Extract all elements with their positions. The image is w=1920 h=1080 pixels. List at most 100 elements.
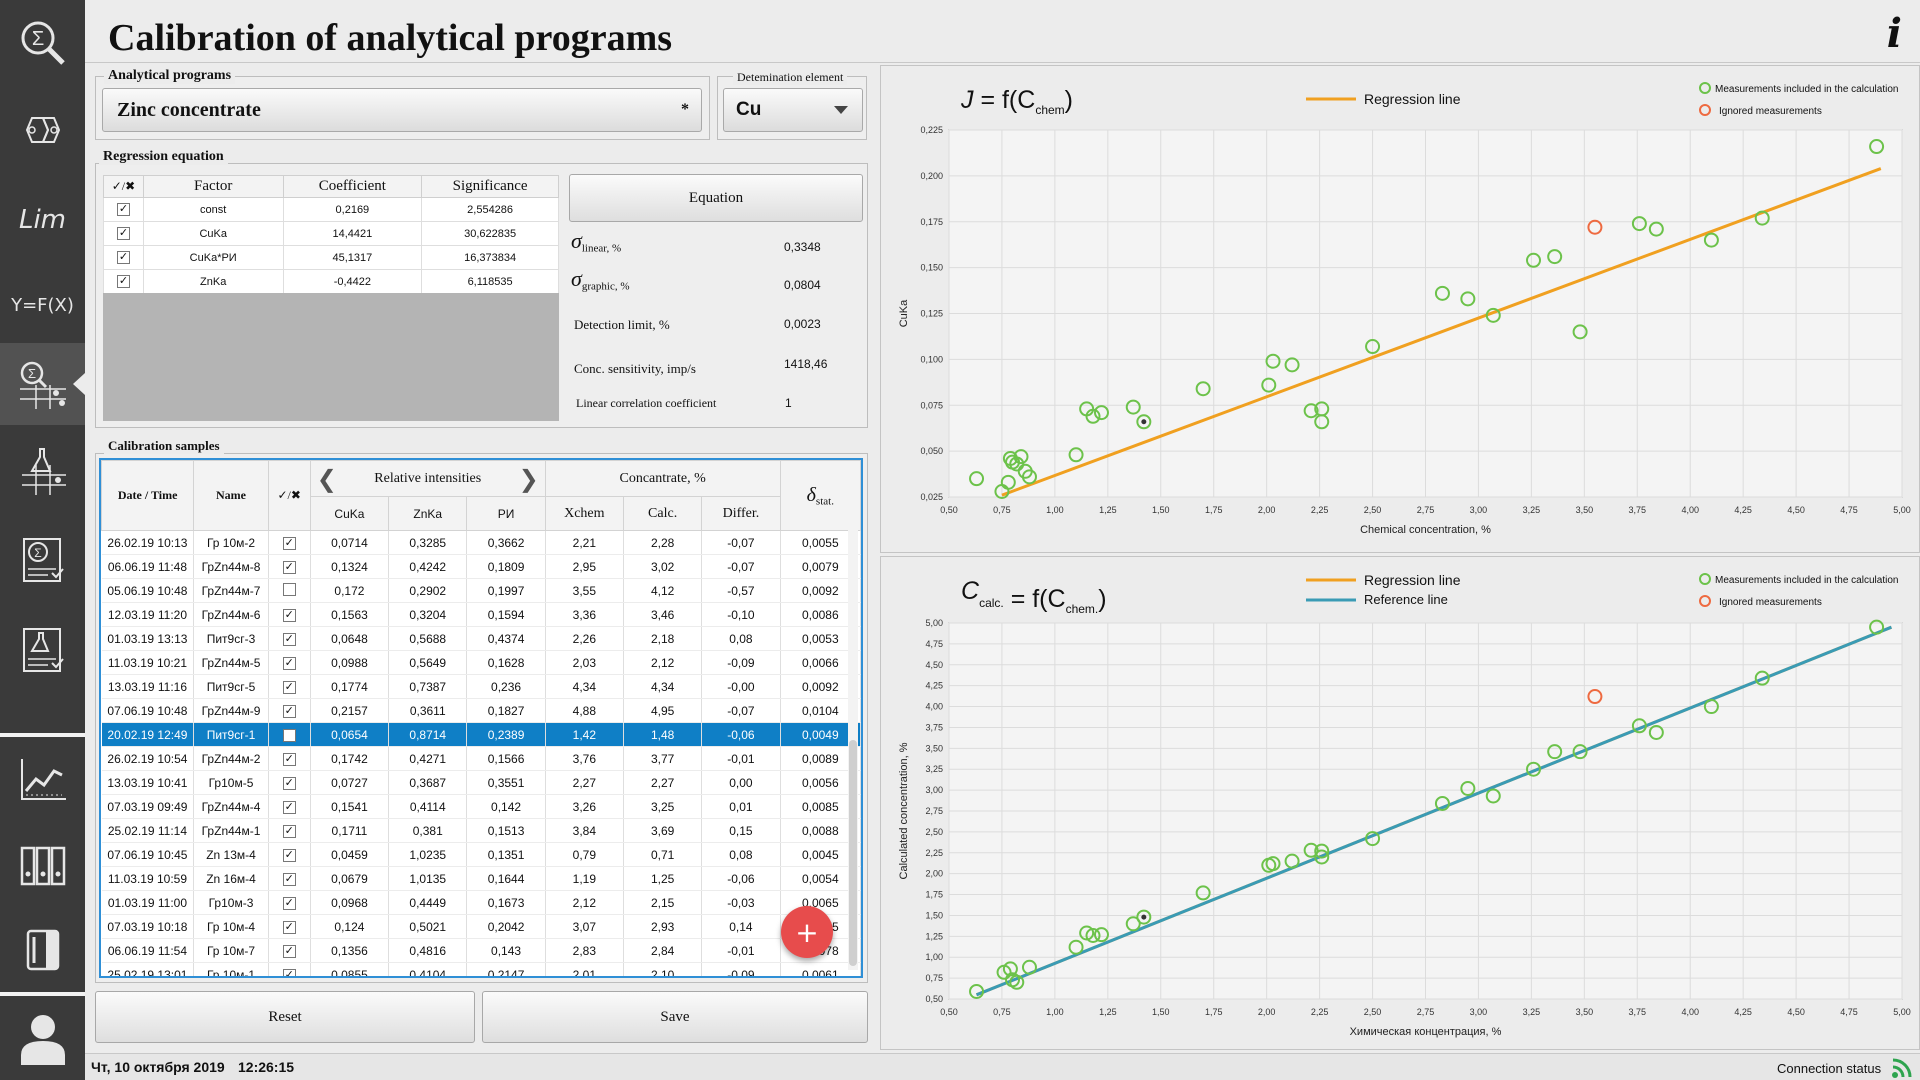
reset-button[interactable]: Reset bbox=[95, 991, 475, 1043]
col-calc[interactable]: Calc. bbox=[622, 496, 703, 531]
col-cuka[interactable]: CuKa bbox=[309, 496, 390, 531]
reg-row-check[interactable]: ✓ bbox=[103, 269, 144, 294]
sample-row[interactable]: 06.06.19 11:48 ГрZn44м-8 ✓ 0,1324 0,4242… bbox=[101, 554, 861, 579]
checkbox[interactable] bbox=[282, 582, 296, 596]
sample-check[interactable]: ✓ bbox=[268, 938, 311, 963]
checkbox[interactable]: ✓ bbox=[282, 705, 296, 718]
sidebar-item-flask-report[interactable] bbox=[0, 605, 85, 695]
sample-check[interactable]: ✓ bbox=[268, 650, 311, 675]
sample-check[interactable]: ✓ bbox=[268, 842, 311, 867]
sample-row[interactable]: 12.03.19 11:20 ГрZn44м-6 ✓ 0,1563 0,3204… bbox=[101, 602, 861, 627]
sample-check[interactable]: ✓ bbox=[268, 722, 311, 747]
reg-col-significance[interactable]: Significance bbox=[421, 175, 559, 198]
sample-check[interactable]: ✓ bbox=[268, 530, 311, 555]
sample-row[interactable]: 25.02.19 11:14 ГрZn44м-1 ✓ 0,1711 0,381 … bbox=[101, 818, 861, 843]
sample-check[interactable]: ✓ bbox=[268, 914, 311, 939]
element-select[interactable]: Cu bbox=[723, 88, 863, 132]
sample-check[interactable]: ✓ bbox=[268, 554, 311, 579]
reg-col-factor[interactable]: Factor bbox=[142, 175, 284, 198]
col-name[interactable]: Name bbox=[193, 460, 269, 531]
sidebar-item-function[interactable]: Y=F(X) bbox=[0, 265, 85, 345]
sidebar-item-sigma-search[interactable]: Σ bbox=[0, 0, 85, 85]
sample-check[interactable]: ✓ bbox=[268, 626, 311, 651]
checkbox[interactable]: ✓ bbox=[282, 537, 296, 550]
checkbox[interactable]: ✓ bbox=[282, 897, 296, 910]
col-delta[interactable]: δstat. bbox=[779, 460, 861, 531]
sidebar-item-user[interactable] bbox=[0, 996, 85, 1080]
checkbox[interactable]: ✓ bbox=[282, 849, 296, 862]
checkbox[interactable]: ✓ bbox=[282, 873, 296, 886]
sample-check[interactable]: ✓ bbox=[268, 962, 311, 976]
prev-arrow-icon[interactable]: ❮ bbox=[316, 465, 337, 493]
samples-scrollbar-thumb[interactable] bbox=[849, 740, 857, 966]
reg-col-check[interactable]: ✓/✖ bbox=[103, 175, 144, 198]
col-znka[interactable]: ZnKa bbox=[388, 496, 468, 531]
sidebar-item-calibration[interactable]: Σ bbox=[0, 343, 85, 425]
col-ri[interactable]: РИ bbox=[466, 496, 546, 531]
checkbox[interactable]: ✓ bbox=[282, 921, 296, 934]
sample-check[interactable]: ✓ bbox=[268, 866, 311, 891]
sidebar-item-lim[interactable]: Lim bbox=[0, 175, 85, 265]
sidebar-item-binders[interactable] bbox=[0, 822, 85, 907]
checkbox[interactable]: ✓ bbox=[116, 251, 130, 264]
checkbox[interactable]: ✓ bbox=[282, 609, 296, 622]
sample-row[interactable]: 06.06.19 11:54 Гр 10м-7 ✓ 0,1356 0,4816 … bbox=[101, 938, 861, 963]
sample-check[interactable]: ✓ bbox=[268, 890, 311, 915]
add-sample-button[interactable]: + bbox=[781, 906, 833, 958]
sample-row[interactable]: 05.06.19 10:48 ГрZn44м-7 0,172 0,2902 0,… bbox=[101, 578, 861, 603]
sidebar-item-trend-chart[interactable] bbox=[0, 737, 85, 822]
sample-check[interactable]: ✓ bbox=[268, 674, 311, 699]
sample-row[interactable]: 11.03.19 10:59 Zn 16м-4 ✓ 0,0679 1,0135 … bbox=[101, 866, 861, 891]
sample-check[interactable] bbox=[268, 578, 311, 603]
sample-row[interactable]: 07.06.19 10:48 ГрZn44м-9 ✓ 0,2157 0,3611… bbox=[101, 698, 861, 723]
checkbox[interactable]: ✓ bbox=[282, 753, 296, 766]
sample-check[interactable]: ✓ bbox=[268, 698, 311, 723]
connection-signal-icon[interactable] bbox=[1891, 1055, 1915, 1079]
sample-row[interactable]: 26.02.19 10:54 ГрZn44м-2 ✓ 0,1742 0,4271… bbox=[101, 746, 861, 771]
checkbox[interactable]: ✓ bbox=[282, 561, 296, 574]
checkbox[interactable]: ✓ bbox=[116, 227, 130, 240]
sidebar-item-flask-chart[interactable] bbox=[0, 425, 85, 515]
sample-row[interactable]: 13.03.19 10:41 Гр10м-5 ✓ 0,0727 0,3687 0… bbox=[101, 770, 861, 795]
sample-row[interactable]: 07.06.19 10:45 Zn 13м-4 ✓ 0,0459 1,0235 … bbox=[101, 842, 861, 867]
sidebar-item-standards[interactable] bbox=[0, 907, 85, 992]
regression-row[interactable]: ✓ CuKa 14,4421 30,622835 bbox=[103, 221, 559, 246]
sample-check[interactable]: ✓ bbox=[268, 818, 311, 843]
checkbox[interactable]: ✓ bbox=[116, 275, 130, 288]
col-datetime[interactable]: Date / Time bbox=[101, 460, 195, 531]
sample-row[interactable]: 07.03.19 09:49 ГрZn44м-4 ✓ 0,1541 0,4114… bbox=[101, 794, 861, 819]
checkbox[interactable]: ✓ bbox=[282, 969, 296, 976]
checkbox[interactable]: ✓ bbox=[282, 825, 296, 838]
col-check[interactable]: ✓/✖ bbox=[267, 460, 311, 531]
col-xchem[interactable]: Xchem bbox=[544, 496, 624, 531]
sidebar-item-molecule[interactable] bbox=[0, 85, 85, 175]
regression-row[interactable]: ✓ const 0,2169 2,554286 bbox=[103, 197, 559, 222]
checkbox[interactable]: ✓ bbox=[282, 681, 296, 694]
checkbox[interactable]: ✓ bbox=[282, 945, 296, 958]
next-arrow-icon[interactable]: ❯ bbox=[518, 465, 539, 493]
program-select[interactable]: Zinc concentrate * bbox=[102, 88, 702, 132]
checkbox[interactable]: ✓ bbox=[116, 203, 130, 216]
reg-row-check[interactable]: ✓ bbox=[103, 221, 144, 246]
checkbox[interactable]: ✓ bbox=[282, 657, 296, 670]
regression-row[interactable]: ✓ CuKa*РИ 45,1317 16,373834 bbox=[103, 245, 559, 270]
reg-col-coefficient[interactable]: Coefficient bbox=[282, 175, 423, 198]
info-icon[interactable]: i bbox=[1886, 10, 1902, 57]
sample-row[interactable]: 01.03.19 13:13 Пит9сг-3 ✓ 0,0648 0,5688 … bbox=[101, 626, 861, 651]
sample-check[interactable]: ✓ bbox=[268, 794, 311, 819]
sample-row[interactable]: 25.02.19 13:01 Гр 10м-1 ✓ 0,0855 0,4104 … bbox=[101, 962, 861, 976]
col-differ[interactable]: Differ. bbox=[701, 496, 781, 531]
sample-row[interactable]: 26.02.19 10:13 Гр 10м-2 ✓ 0,0714 0,3285 … bbox=[101, 530, 861, 555]
checkbox[interactable]: ✓ bbox=[282, 777, 296, 790]
sample-check[interactable]: ✓ bbox=[268, 746, 311, 771]
checkbox[interactable]: ✓ bbox=[282, 633, 296, 646]
sample-row[interactable]: 11.03.19 10:21 ГрZn44м-5 ✓ 0,0988 0,5649… bbox=[101, 650, 861, 675]
sample-row[interactable]: 01.03.19 11:00 Гр10м-3 ✓ 0,0968 0,4449 0… bbox=[101, 890, 861, 915]
equation-button[interactable]: Equation bbox=[569, 174, 863, 222]
sample-row[interactable]: 13.03.19 11:16 Пит9сг-5 ✓ 0,1774 0,7387 … bbox=[101, 674, 861, 699]
sidebar-item-sigma-report[interactable]: Σ bbox=[0, 515, 85, 605]
sample-row[interactable]: 07.03.19 10:18 Гр 10м-4 ✓ 0,124 0,5021 0… bbox=[101, 914, 861, 939]
checkbox[interactable]: ✓ bbox=[282, 729, 296, 742]
save-button[interactable]: Save bbox=[482, 991, 868, 1043]
sample-row[interactable]: 20.02.19 12:49 Пит9сг-1 ✓ 0,0654 0,8714 … bbox=[101, 722, 861, 747]
